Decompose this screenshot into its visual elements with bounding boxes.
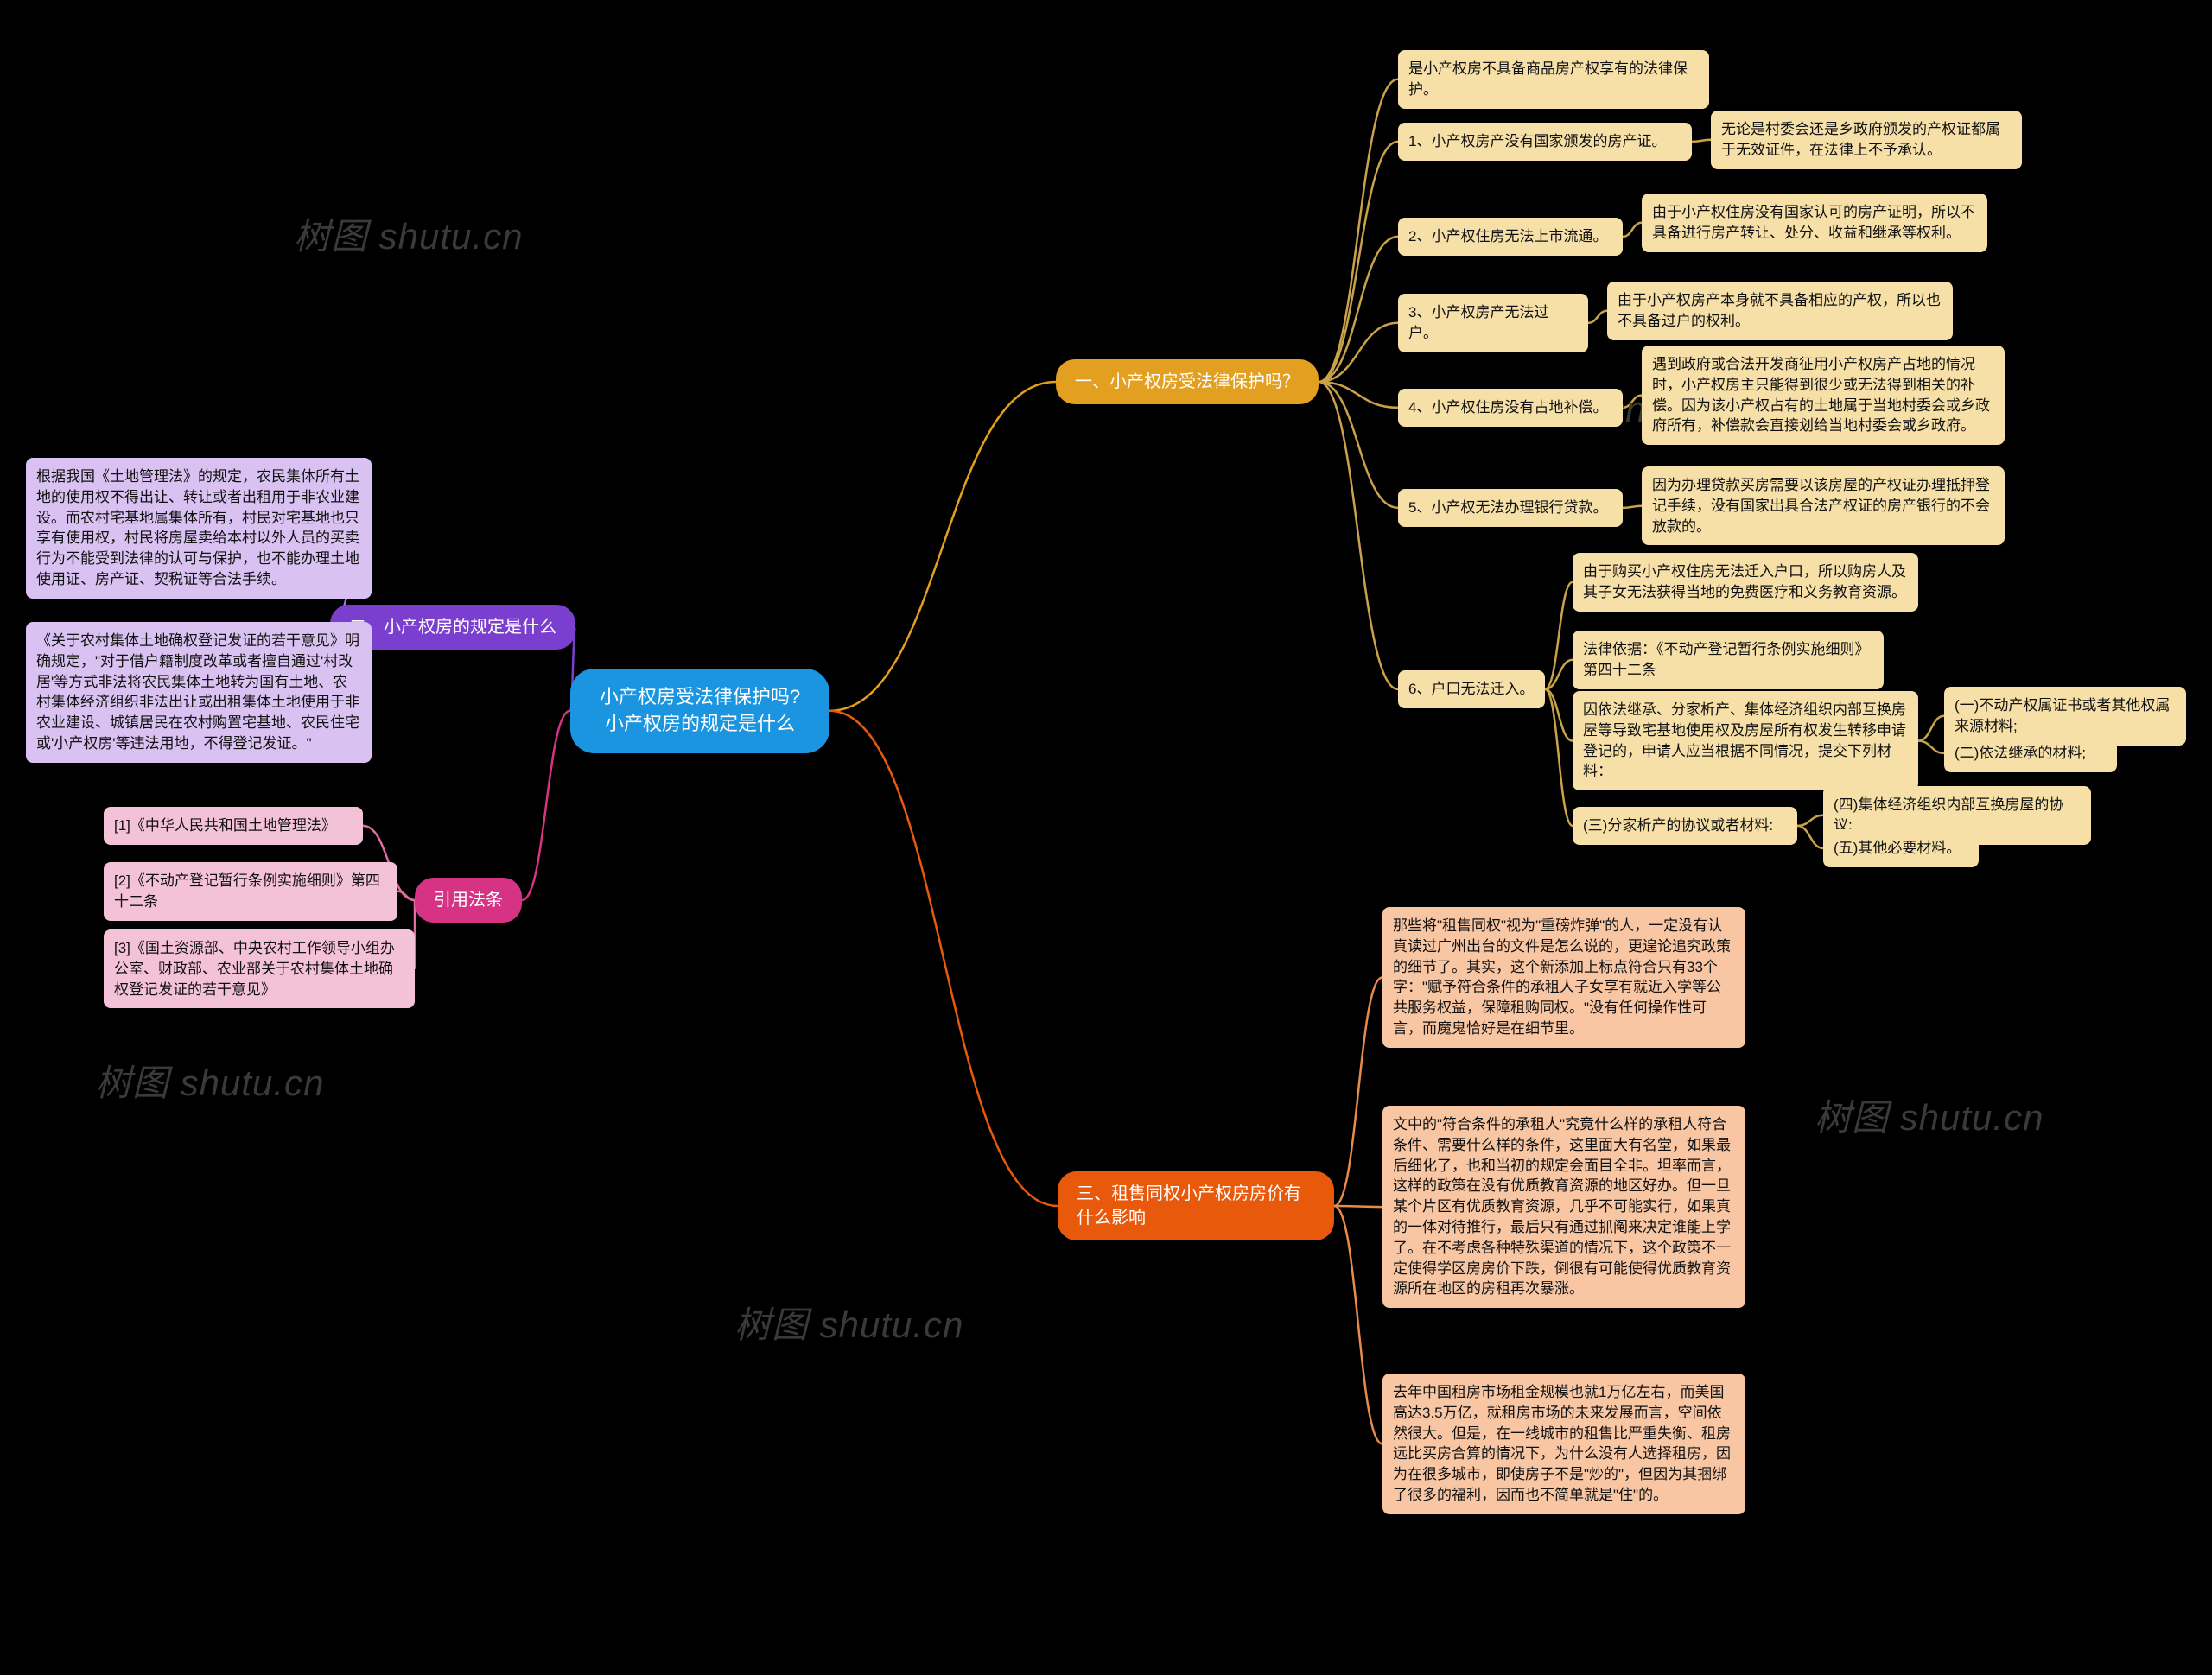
b1-detail-3[interactable]: 遇到政府或合法开发商征用小产权房产占地的情况时，小产权房主只能得到很少或无法得到… [1642, 346, 2005, 445]
b1-item-3[interactable]: 4、小产权住房没有占地补偿。 [1398, 389, 1623, 427]
b3-item-2[interactable]: [3]《国土资源部、中央农村工作领导小组办公室、财政部、农业部关于农村集体土地确… [104, 929, 415, 1008]
root-node[interactable]: 小产权房受法律保护吗?小产权房的规定是什么 [570, 669, 830, 753]
b1-item-1[interactable]: 2、小产权住房无法上市流通。 [1398, 218, 1623, 256]
b2-item-1[interactable]: 《关于农村集体土地确权登记发证的若干意见》明确规定，"对于借户籍制度改革或者擅自… [26, 622, 372, 763]
b1-detail-0[interactable]: 无论是村委会还是乡政府颁发的产权证都属于无效证件，在法律上不予承认。 [1711, 111, 2022, 169]
b1-item-4[interactable]: 5、小产权无法办理银行贷款。 [1398, 489, 1623, 527]
b4-item-1[interactable]: 文中的"符合条件的承租人"究竟什么样的承租人符合条件、需要什么样的条件，这里面大… [1382, 1106, 1745, 1308]
b1-item-0[interactable]: 1、小产权房产没有国家颁发的房产证。 [1398, 123, 1692, 161]
b1-sub-5-0[interactable]: 由于购买小产权住房无法迁入户口，所以购房人及其子女无法获得当地的免费医疗和义务教… [1573, 553, 1918, 612]
branch-4[interactable]: 三、租售同权小产权房房价有什么影响 [1058, 1171, 1334, 1240]
b1-detail-2[interactable]: 由于小产权房产本身就不具备相应的产权，所以也不具备过户的权利。 [1607, 282, 1953, 340]
b1-subchild-5-3-1[interactable]: (五)其他必要材料。 [1823, 829, 1979, 867]
b1-detail-1[interactable]: 由于小产权住房没有国家认可的房产证明，所以不具备进行房产转让、处分、收益和继承等… [1642, 194, 1987, 252]
watermark: 树图 shutu.cn [734, 1296, 963, 1348]
b1-item-5[interactable]: 6、户口无法迁入。 [1398, 670, 1545, 708]
watermark: 树图 shutu.cn [294, 207, 523, 260]
b1-detail-4[interactable]: 因为办理贷款买房需要以该房屋的产权证办理抵押登记手续，没有国家出具合法产权证的房… [1642, 466, 2005, 545]
branch-1[interactable]: 一、小产权房受法律保护吗？ [1056, 359, 1319, 404]
b2-item-0[interactable]: 根据我国《土地管理法》的规定，农民集体所有土地的使用权不得出让、转让或者出租用于… [26, 458, 372, 599]
watermark: 树图 shutu.cn [95, 1054, 324, 1107]
b1-sub-5-1[interactable]: 法律依据：《不动产登记暂行条例实施细则》第四十二条 [1573, 631, 1884, 689]
b1-sub-5-2[interactable]: 因依法继承、分家析产、集体经济组织内部互换房屋等导致宅基地使用权及房屋所有权发生… [1573, 691, 1918, 790]
watermark: 树图 shutu.cn [1815, 1088, 2044, 1141]
branch-3[interactable]: 引用法条 [415, 878, 522, 923]
b1-intro[interactable]: 是小产权房不具备商品房产权享有的法律保护。 [1398, 50, 1709, 109]
b1-subchild-5-2-1[interactable]: (二)依法继承的材料; [1944, 734, 2117, 772]
b1-sub-5-3[interactable]: (三)分家析产的协议或者材料: [1573, 807, 1797, 845]
b1-item-2[interactable]: 3、小产权房产无法过户。 [1398, 294, 1588, 352]
b3-item-0[interactable]: [1]《中华人民共和国土地管理法》 [104, 807, 363, 845]
b4-item-2[interactable]: 去年中国租房市场租金规模也就1万亿左右，而美国高达3.5万亿，就租房市场的未来发… [1382, 1374, 1745, 1514]
b3-item-1[interactable]: [2]《不动产登记暂行条例实施细则》第四十二条 [104, 862, 397, 921]
b4-item-0[interactable]: 那些将"租售同权"视为"重磅炸弹"的人，一定没有认真读过广州出台的文件是怎么说的… [1382, 907, 1745, 1048]
